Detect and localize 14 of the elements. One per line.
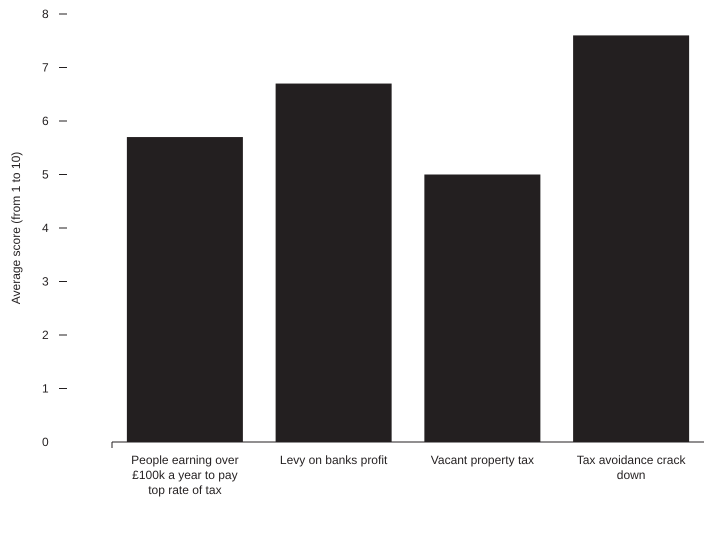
y-tick-label: 4 — [42, 221, 49, 236]
x-tick-label: Vacant property tax — [430, 453, 534, 467]
y-tick-label: 8 — [42, 7, 49, 22]
x-tick-label: Levy on banks profit — [280, 453, 388, 467]
y-tick-label: 3 — [42, 274, 49, 289]
y-tick-label: 2 — [42, 328, 49, 342]
y-tick-label: 7 — [42, 60, 49, 75]
y-tick-label: 6 — [42, 114, 49, 128]
y-tick-label: 0 — [42, 435, 49, 450]
x-tick-label: People earning over £100k a year to pay top rate of tax — [131, 453, 239, 497]
x-tick-label: Tax avoidance crack down — [576, 453, 686, 482]
y-axis-title: Average score (from 1 to 10) — [9, 152, 23, 304]
y-tick-label: 1 — [42, 382, 49, 396]
y-tick-label: 5 — [42, 168, 49, 182]
